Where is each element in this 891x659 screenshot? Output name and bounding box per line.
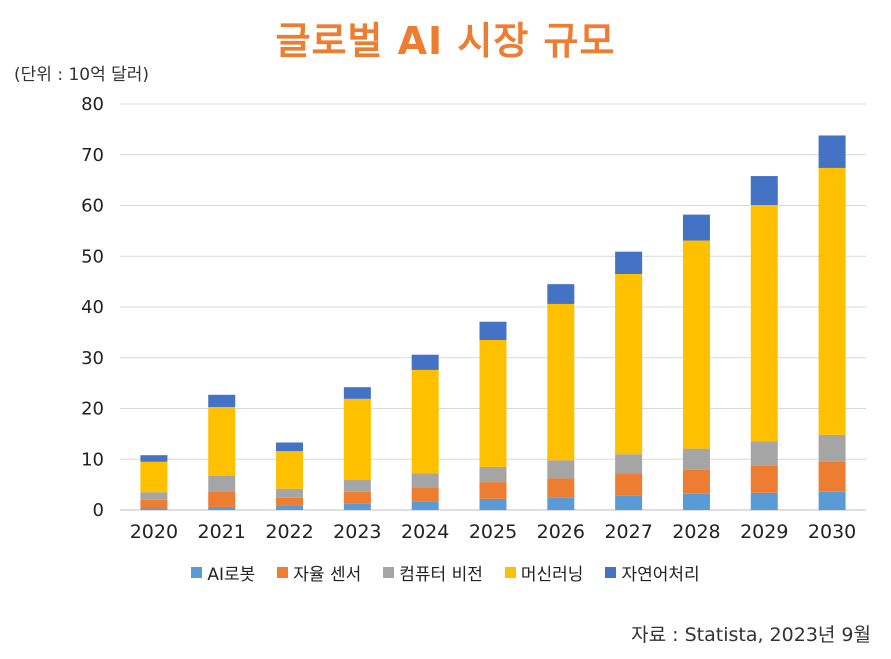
bar-segment [479,339,507,467]
legend-item: 자연어처리 [605,560,700,585]
bar-segment [818,135,846,168]
x-tick-label: 2021 [198,521,246,543]
x-tick-label: 2028 [672,521,720,543]
x-tick-label: 2024 [401,521,449,543]
legend-label: 머신러닝 [520,565,584,585]
bar-segment [276,451,304,489]
bar-segment [682,448,710,470]
legend-swatch [504,567,516,578]
legend-label: AI로봇 [207,565,256,585]
legend-swatch [277,567,289,578]
legend-label: 컴퓨터 비전 [399,565,483,585]
bar-segment [682,469,710,494]
y-tick-label: 20 [81,399,104,420]
bar-segment [140,499,168,509]
bar-segment [276,442,304,452]
bar-segment [411,369,439,474]
x-tick-label: 2030 [808,521,856,543]
bar-segment [479,498,507,510]
legend-item: 자율 센서 [277,560,361,585]
bar-segment [208,475,236,492]
bar-segment [547,478,575,498]
x-tick-label: 2023 [333,521,381,543]
bar-segment [411,501,439,510]
bar-segment [547,284,575,304]
bar-segment [411,354,439,370]
bar-segment [208,491,236,507]
bar-segment [276,497,304,506]
bar-segment [343,480,371,492]
bar-segment [547,497,575,510]
bar-segment [140,492,168,500]
bar-segment [208,506,236,510]
x-tick-label: 2020 [130,521,178,543]
chart-legend: AI로봇 자율 센서 컴퓨터 비전 머신러닝 자연어처리 [0,560,891,585]
y-tick-label: 60 [81,196,104,217]
legend-label: 자연어처리 [621,565,700,585]
bar-segment [208,406,236,476]
x-tick-label: 2025 [469,521,517,543]
bar-segment [343,503,371,510]
legend-item: 컴퓨터 비전 [383,560,483,585]
unit-label: (단위 : 10억 달러) [14,65,150,85]
bar-segment [750,204,778,442]
bar-segment [140,461,168,493]
y-tick-label: 50 [81,246,104,267]
bar-segment [276,488,304,498]
bar-segment [343,398,371,481]
bar-segment [615,274,643,455]
bar-segment [547,460,575,479]
bar-segment [547,303,575,461]
legend-swatch [605,567,617,578]
bar-segment [818,434,846,462]
bar-segment [682,493,710,510]
bar-segment [479,466,507,483]
bar-segment [682,214,710,241]
bar-segment [818,167,846,435]
x-tick-label: 2022 [265,521,313,543]
bar-segment [750,441,778,466]
source-note: 자료 : Statista, 2023년 9월 [631,624,871,646]
chart-title: 글로벌 AI 시장 규모 [275,19,616,63]
legend-item: AI로봇 [191,560,255,585]
bar-segment [411,487,439,502]
bar-segment [818,491,846,510]
bar-segment [140,508,168,510]
bar-segment [818,461,846,492]
bar-segment [615,495,643,510]
y-tick-label: 70 [81,145,104,166]
y-tick-label: 30 [81,348,104,369]
bar-segment [750,465,778,493]
x-tick-label: 2027 [604,521,652,543]
bar-segment [479,482,507,499]
bar-segment [208,394,236,407]
bar-segment [276,505,304,510]
bar-segment [411,473,439,488]
x-tick-label: 2026 [537,521,585,543]
bar-segment [615,454,643,474]
bar-segment [479,321,507,340]
legend-item: 머신러닝 [504,560,584,585]
y-tick-label: 10 [81,449,104,470]
y-tick-label: 0 [93,500,104,521]
legend-swatch [191,567,203,578]
bar-segment [750,176,778,205]
legend-swatch [383,567,395,578]
y-tick-label: 80 [81,94,104,115]
bar-segment [140,455,168,462]
y-tick-label: 40 [81,297,104,318]
bar-segment [343,387,371,399]
bar-segment [750,492,778,510]
legend-label: 자율 센서 [293,565,362,585]
bar-segment [615,251,643,275]
bar-segment [615,473,643,496]
bar-segment [343,491,371,504]
bar-segment [682,240,710,449]
x-tick-label: 2029 [740,521,788,543]
